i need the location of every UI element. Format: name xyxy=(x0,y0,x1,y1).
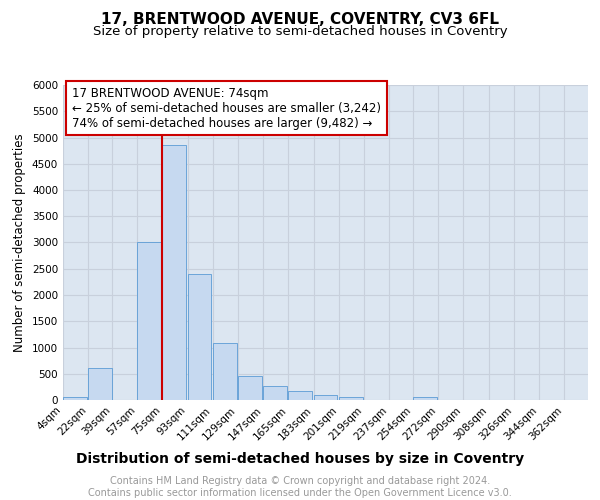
Text: Distribution of semi-detached houses by size in Coventry: Distribution of semi-detached houses by … xyxy=(76,452,524,466)
Bar xyxy=(88,368,112,400)
Text: 17, BRENTWOOD AVENUE, COVENTRY, CV3 6FL: 17, BRENTWOOD AVENUE, COVENTRY, CV3 6FL xyxy=(101,12,499,28)
Bar xyxy=(339,397,362,400)
Bar xyxy=(137,242,161,400)
Text: 17 BRENTWOOD AVENUE: 74sqm
← 25% of semi-detached houses are smaller (3,242)
74%: 17 BRENTWOOD AVENUE: 74sqm ← 25% of semi… xyxy=(72,86,381,130)
Bar xyxy=(213,344,236,400)
Bar xyxy=(238,376,262,400)
Text: Size of property relative to semi-detached houses in Coventry: Size of property relative to semi-detach… xyxy=(92,25,508,38)
Y-axis label: Number of semi-detached properties: Number of semi-detached properties xyxy=(13,133,26,352)
Text: Contains HM Land Registry data © Crown copyright and database right 2024.: Contains HM Land Registry data © Crown c… xyxy=(110,476,490,486)
Bar xyxy=(289,391,312,400)
Bar xyxy=(63,398,87,400)
Bar xyxy=(314,396,337,400)
Bar xyxy=(163,146,186,400)
Text: Contains public sector information licensed under the Open Government Licence v3: Contains public sector information licen… xyxy=(88,488,512,498)
Bar xyxy=(413,398,437,400)
Bar xyxy=(263,386,287,400)
Bar xyxy=(188,274,211,400)
